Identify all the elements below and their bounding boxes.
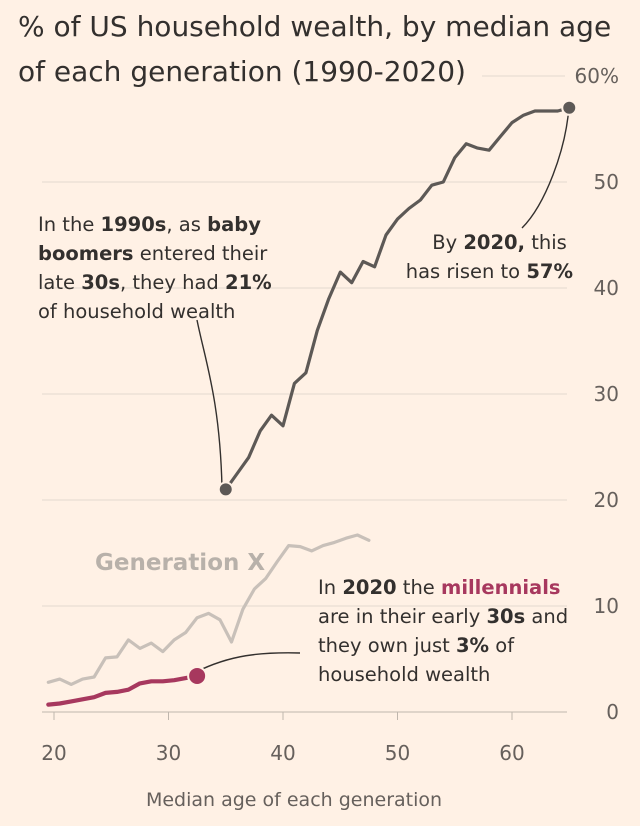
y-tick-label: 20 xyxy=(594,488,619,512)
millennials-end-marker xyxy=(187,665,208,686)
y-tick-label: 0 xyxy=(606,700,619,724)
generation-x-label: Generation X xyxy=(95,550,265,576)
boomers-start-marker xyxy=(217,481,234,498)
y-tick-label: 60% xyxy=(575,64,619,88)
millennials-leader-line xyxy=(195,652,301,673)
grid-lines xyxy=(42,75,567,713)
annotation-millennials-2020: In 2020 the millennials are in their ear… xyxy=(318,576,574,686)
x-tick-label: 40 xyxy=(270,741,295,765)
x-tick-label: 50 xyxy=(385,741,410,765)
annotation-boomers-1990: In the 1990s, as baby boomers entered th… xyxy=(38,213,278,323)
x-tick-labels: 20 30 40 50 60 xyxy=(41,712,525,765)
annotation-boomers-2020: By 2020, this has risen to 57% xyxy=(406,231,573,283)
y-tick-label: 40 xyxy=(594,276,619,300)
chart-title: % of US household wealth, by median age … xyxy=(18,4,618,94)
x-tick-label: 60 xyxy=(499,741,524,765)
boomers-1990-leader-line xyxy=(196,319,223,489)
y-tick-label: 10 xyxy=(594,594,619,618)
x-axis-label: Median age of each generation xyxy=(146,789,442,811)
x-tick-label: 30 xyxy=(156,741,181,765)
y-tick-label: 30 xyxy=(594,382,619,406)
boomers-2020-leader-line xyxy=(521,105,570,229)
series-markers xyxy=(187,99,578,686)
series-line-millennials xyxy=(46,673,200,707)
y-tick-labels: 0 10 20 30 40 50 60% xyxy=(575,64,619,724)
boomers-end-marker xyxy=(561,99,578,116)
series-line-generation-x xyxy=(46,533,371,687)
series-line-baby-boomers xyxy=(224,106,571,491)
chart-title-line-2: of each generation (1990-2020) xyxy=(18,55,466,88)
x-tick-label: 20 xyxy=(41,741,66,765)
y-tick-label: 50 xyxy=(594,170,619,194)
series-lines xyxy=(46,106,571,707)
chart-title-line-1: % of US household wealth, by median age xyxy=(18,10,612,43)
